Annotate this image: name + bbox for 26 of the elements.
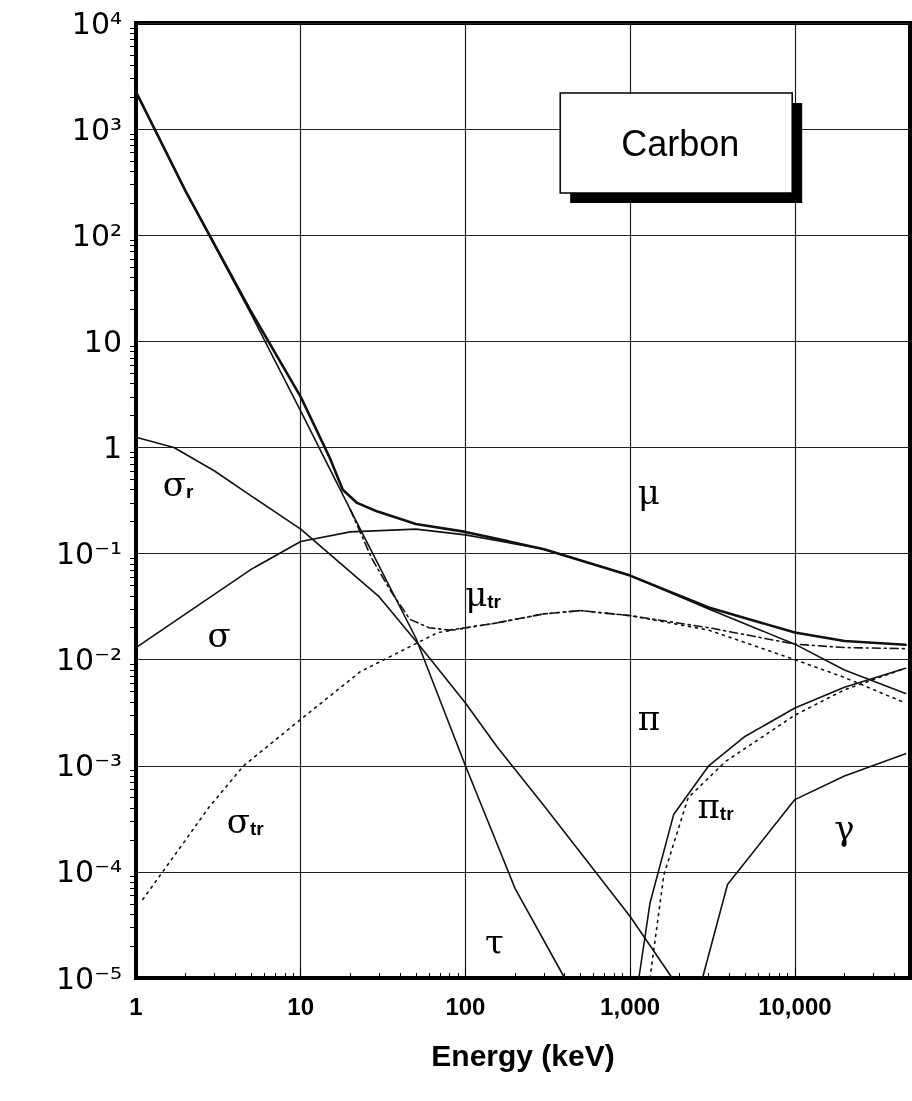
y-tick-label: 10⁻⁵: [55, 960, 122, 996]
series-label: π: [637, 698, 661, 739]
y-tick-label: 10⁻³: [55, 748, 122, 784]
x-tick-label: 10: [287, 992, 315, 1020]
series-label: μtr: [465, 573, 502, 614]
y-tick-label: 10: [83, 323, 122, 359]
series-label: τ: [485, 921, 504, 962]
x-tick-label: 1,000: [600, 992, 661, 1020]
x-tick-label: 10,000: [758, 992, 832, 1020]
y-tick-label: 1: [102, 429, 122, 465]
annotation: Carbon: [621, 122, 740, 164]
series-label: σtr: [226, 801, 265, 842]
series-label: σ: [207, 615, 231, 656]
series-label: πtr: [697, 785, 735, 826]
y-tick-label: 10⁴: [71, 5, 122, 41]
y-tick-label: 10⁻¹: [55, 536, 122, 572]
y-tick-label: 10³: [71, 111, 122, 147]
series-label: μ: [637, 472, 660, 513]
y-tick-label: 10⁻⁴: [55, 854, 122, 890]
x-tick-label: 100: [445, 992, 486, 1020]
series-label: σr: [162, 464, 194, 505]
series-label: γ: [834, 807, 855, 848]
y-tick-label: 10²: [71, 217, 122, 253]
y-tick-label: 10⁻²: [55, 642, 122, 678]
x-axis-title: Energy (keV): [431, 1038, 615, 1072]
x-tick-label: 1: [129, 992, 143, 1020]
